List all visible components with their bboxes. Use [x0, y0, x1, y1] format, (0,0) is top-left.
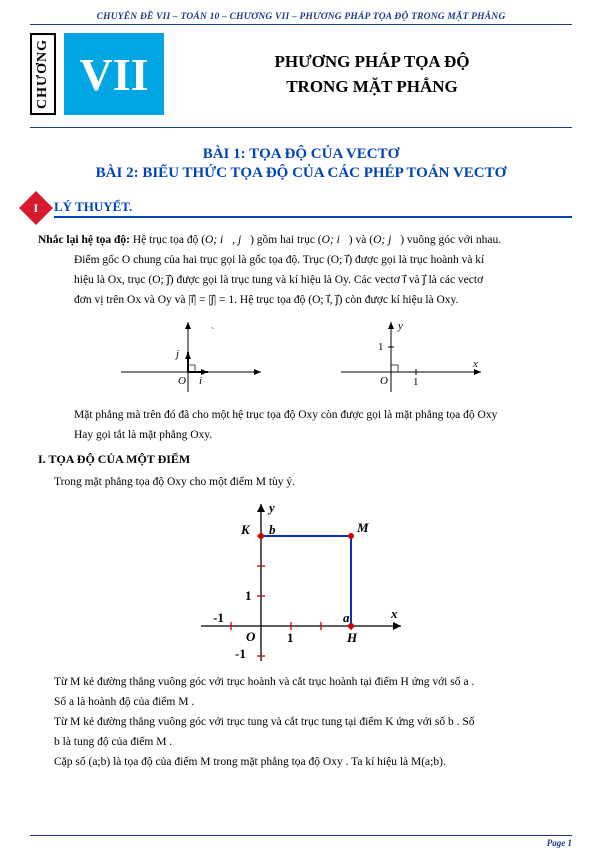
section-badge-text: I	[34, 201, 39, 216]
fig3-neg1: -1	[213, 610, 224, 625]
section-badge: I	[19, 191, 53, 225]
chapter-title: PHƯƠNG PHÁP TỌA ĐỘ TRONG MẶT PHẲNG	[172, 33, 572, 115]
para-3: hiệu là Ox, trục (O; j⃗) được gọi là trụ…	[74, 270, 572, 290]
chapter-divider	[30, 127, 572, 128]
para-7: Trong mặt phẳng tọa độ Oxy cho một điểm …	[54, 472, 572, 492]
fig3-M: M	[356, 520, 369, 535]
para-6: Hay gọi tắt là mặt phẳng Oxy.	[74, 425, 572, 445]
chapter-title-line1: PHƯƠNG PHÁP TỌA ĐỘ	[274, 49, 469, 75]
body-text-2: Mặt phẳng mà trên đó đã cho một hệ trục …	[38, 405, 572, 492]
body-text: Nhắc lại hệ tọa độ: Hệ trục tọa độ (O; i…	[38, 230, 572, 311]
fig2-y: y	[397, 320, 403, 332]
figure-2: O x y 1 1	[336, 317, 486, 397]
fig1-accent: `	[211, 327, 214, 338]
section-title: LÝ THUYẾT.	[54, 199, 572, 218]
fig1-i: i⃗	[199, 375, 211, 387]
fig1-O: O	[178, 375, 186, 387]
fig3-K: K	[240, 522, 251, 537]
section-i-header: I LÝ THUYẾT.	[30, 196, 572, 220]
page-footer: Page 1	[30, 835, 572, 848]
fig1-j: j⃗	[174, 348, 188, 360]
lesson-1: BÀI 1: TỌA ĐỘ CỦA VECTƠ	[30, 146, 572, 163]
lesson-2: BÀI 2: BIỂU THỨC TỌA ĐỘ CỦA CÁC PHÉP TOÁ…	[30, 165, 572, 182]
para-8: Từ M kẻ đường thẳng vuông góc với trục h…	[54, 672, 572, 692]
para-4: đơn vị trên Ox và Oy và |i⃗| = |j⃗| = 1.…	[74, 290, 572, 310]
para-11: b là tung độ của điểm M .	[54, 732, 572, 752]
figure-3-wrap: x y O 1 1 -1 -1 a b K M H	[30, 496, 572, 666]
body-text-3: Từ M kẻ đường thẳng vuông góc với trục h…	[54, 672, 572, 773]
fig2-O: O	[380, 375, 388, 387]
para-12: Cặp số (a;b) là tọa độ của điểm M trong …	[54, 752, 572, 772]
heading-1: I. TỌA ĐỘ CỦA MỘT ĐIỂM	[38, 449, 572, 470]
chapter-number: VII	[64, 33, 164, 115]
page-header: CHUYÊN ĐỀ VII – TOÁN 10 – CHƯƠNG VII – P…	[30, 12, 572, 22]
figure-3: x y O 1 1 -1 -1 a b K M H	[191, 496, 411, 666]
lessons-block: BÀI 1: TỌA ĐỘ CỦA VECTƠ BÀI 2: BIỂU THỨC…	[30, 146, 572, 182]
chapter-vertical-label: CHƯƠNG	[30, 33, 56, 115]
fig2-one-y: 1	[378, 341, 384, 353]
fig2-one-x: 1	[413, 376, 419, 388]
fig3-b: b	[269, 522, 276, 537]
fig3-y: y	[267, 500, 275, 515]
fig3-H: H	[346, 630, 358, 645]
chapter-block: CHƯƠNG VII PHƯƠNG PHÁP TỌA ĐỘ TRONG MẶT …	[30, 33, 572, 115]
figure-row-1: O i⃗ j⃗ ` O x y 1 1	[30, 317, 572, 397]
fig3-x: x	[390, 606, 398, 621]
para-9: Số a là hoành độ của điểm M .	[54, 692, 572, 712]
para-5: Mặt phẳng mà trên đó đã cho một hệ trục …	[74, 405, 572, 425]
fig2-x: x	[472, 358, 478, 370]
figure-1: O i⃗ j⃗ `	[116, 317, 266, 397]
header-divider	[30, 24, 572, 25]
fig3-a: a	[343, 610, 350, 625]
fig3-one-y: 1	[245, 588, 252, 603]
para-2: Điểm gốc O chung của hai trục gọi là gốc…	[74, 250, 572, 270]
para-1: Nhắc lại hệ tọa độ: Hệ trục tọa độ (O; i…	[38, 230, 572, 250]
fig3-O: O	[246, 629, 256, 644]
chapter-title-line2: TRONG MẶT PHẲNG	[286, 74, 458, 100]
fig3-one: 1	[287, 630, 294, 645]
para-10: Từ M kẻ đường thẳng vuông góc với trục t…	[54, 712, 572, 732]
fig3-neg1-y: -1	[235, 646, 246, 661]
